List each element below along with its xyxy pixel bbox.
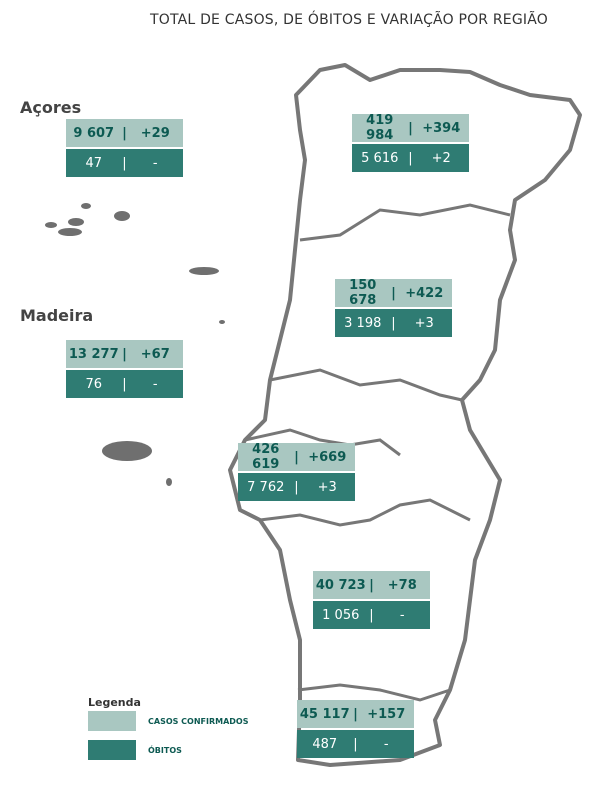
cases-row: 45 117 | +157 (297, 700, 414, 728)
deaths-row: 487 | - (297, 730, 414, 758)
separator: | (122, 155, 127, 171)
deaths_change: - (383, 736, 389, 752)
region-box: 9 607 | +29 47 | - (66, 119, 183, 177)
separator: | (391, 315, 396, 331)
separator: | (353, 736, 358, 752)
deaths_change: - (152, 155, 158, 171)
cases_change: +157 (367, 706, 406, 722)
cases-row: 13 277 | +67 (66, 340, 183, 368)
deaths: 76 (85, 376, 103, 392)
separator: | (391, 285, 396, 301)
deaths_change: +3 (317, 479, 337, 495)
region-borders (244, 203, 511, 702)
deaths-row: 5 616 | +2 (352, 144, 469, 172)
cases-row: 150 678 | +422 (335, 278, 452, 308)
separator: | (122, 376, 127, 392)
cases_change: +394 (422, 120, 461, 136)
region-label: Açores (20, 98, 82, 117)
deaths-row: 1 056 | - (313, 601, 430, 629)
cases-row: 9 607 | +29 (66, 119, 183, 147)
cases-row: 419 984 | +394 (352, 113, 469, 143)
region-label: Madeira (20, 306, 94, 325)
deaths-row: 7 762 | +3 (238, 473, 355, 501)
deaths: 1 056 (322, 607, 360, 623)
separator: | (369, 577, 374, 593)
cases_change: +67 (140, 346, 170, 362)
deaths-row: 47 | - (66, 149, 183, 177)
separator: | (408, 120, 413, 136)
region-box: 13 277 | +67 76 | - (66, 340, 183, 398)
legend-swatch (88, 711, 136, 731)
legend-swatch (88, 740, 136, 760)
cases: 9 607 (73, 125, 115, 141)
separator: | (294, 449, 299, 465)
legend-title: Legenda (88, 696, 141, 709)
deaths-row: 76 | - (66, 370, 183, 398)
deaths-row: 3 198 | +3 (335, 309, 452, 337)
region-box: 45 117 | +157 487 | - (297, 700, 414, 758)
cases_change: +78 (387, 577, 417, 593)
cases-row: 40 723 | +78 (313, 571, 430, 599)
deaths: 487 (312, 736, 338, 752)
cases: 426 619 (252, 442, 280, 472)
cases: 40 723 (315, 577, 366, 593)
cases_change: +669 (308, 449, 347, 465)
separator: | (369, 607, 374, 623)
deaths: 47 (85, 155, 103, 171)
deaths: 7 762 (247, 479, 285, 495)
separator: | (294, 479, 299, 495)
separator: | (122, 125, 127, 141)
deaths_change: +3 (414, 315, 434, 331)
deaths_change: - (152, 376, 158, 392)
islands (45, 203, 225, 486)
region-box: 419 984 | +394 5 616 | +2 (352, 113, 469, 172)
region-box: 426 619 | +669 7 762 | +3 (238, 442, 355, 501)
separator: | (353, 706, 358, 722)
region-box: 150 678 | +422 3 198 | +3 (335, 278, 452, 337)
cases: 45 117 (299, 706, 350, 722)
cases: 13 277 (68, 346, 119, 362)
cases_change: +422 (405, 285, 444, 301)
cases: 419 984 (366, 113, 394, 143)
cases_change: +29 (140, 125, 170, 141)
title: TOTAL DE CASOS, DE ÓBITOS E VARIAÇÃO POR… (150, 12, 548, 28)
separator: | (122, 346, 127, 362)
deaths_change: - (399, 607, 405, 623)
cases-row: 426 619 | +669 (238, 442, 355, 472)
deaths: 5 616 (361, 150, 399, 166)
region-box: 40 723 | +78 1 056 | - (313, 571, 430, 629)
deaths: 3 198 (344, 315, 382, 331)
separator: | (408, 150, 413, 166)
legend-text: CASOS CONFIRMADOS (148, 717, 249, 726)
legend-text: ÓBITOS (148, 746, 182, 755)
deaths_change: +2 (431, 150, 451, 166)
cases: 150 678 (349, 278, 377, 308)
